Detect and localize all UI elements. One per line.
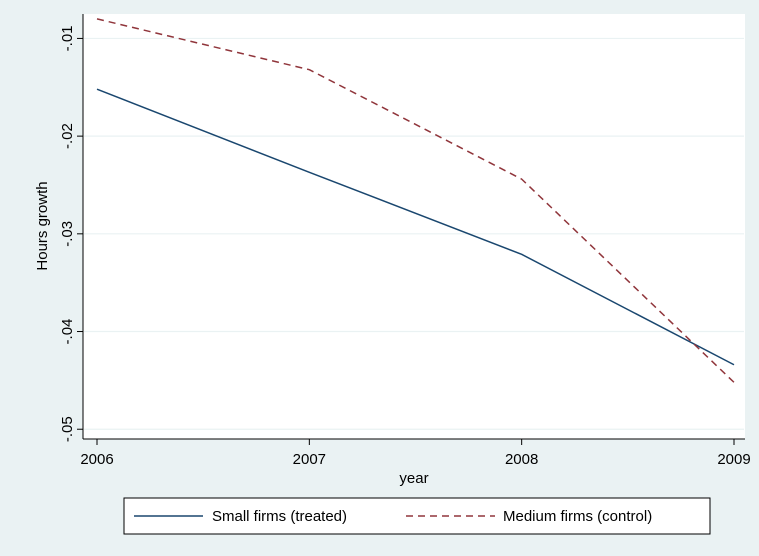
x-tick-label: 2008 — [505, 451, 538, 468]
plot-area — [83, 14, 745, 439]
series-line-medium-firms — [96, 18, 735, 383]
legend: Small firms (treated) Medium firms (cont… — [123, 497, 711, 535]
y-tick-label: -.03 — [59, 221, 76, 247]
x-tick-label: 2006 — [80, 451, 113, 468]
series-lines — [96, 18, 735, 383]
y-tick-label: -.02 — [59, 123, 76, 149]
y-tick-label: -.04 — [59, 319, 76, 345]
legend-label-medium-firms: Medium firms (control) — [503, 508, 652, 525]
y-tick-label: -.01 — [59, 25, 76, 51]
legend-box — [123, 497, 711, 535]
series-line-small-firms — [96, 88, 735, 366]
x-axis-title: year — [399, 470, 428, 487]
y-tick-label: -.05 — [59, 416, 76, 442]
grid-lines — [84, 37, 744, 430]
legend-label-small-firms: Small firms (treated) — [212, 508, 347, 525]
y-axis-title: Hours growth — [34, 181, 51, 270]
y-axis-ticks: -.05 -.04 -.03 -.02 -.01 — [59, 25, 83, 442]
x-axis-ticks: 2006 2007 2008 2009 — [80, 439, 751, 468]
x-tick-label: 2007 — [293, 451, 326, 468]
x-tick-label: 2009 — [717, 451, 750, 468]
